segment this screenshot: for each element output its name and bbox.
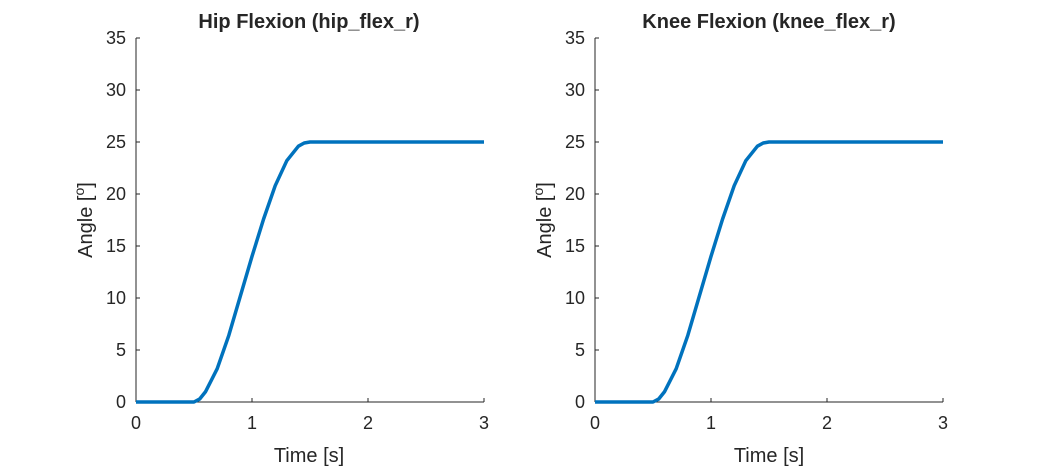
series-line — [595, 140, 943, 404]
y-tick-label: 10 — [565, 288, 585, 308]
x-tick-label: 2 — [363, 413, 373, 433]
y-tick-label: 15 — [106, 236, 126, 256]
y-axis-label-main: Angle [ — [534, 195, 556, 258]
y-tick-label: 30 — [565, 80, 585, 100]
y-tick-label: 30 — [106, 80, 126, 100]
subplot-knee-flexion: Knee Flexion (knee_flex_r) Time [s] Angl… — [530, 11, 948, 467]
x-axis-label: Time [s] — [734, 445, 804, 467]
y-tick-label: 35 — [565, 28, 585, 48]
x-tick-label: 1 — [706, 413, 716, 433]
y-axis-label: Angle [o] — [71, 182, 97, 258]
x-tick-label: 1 — [247, 413, 257, 433]
x-axis-label: Time [s] — [274, 445, 344, 467]
subplot-hip-flexion: Hip Flexion (hip_flex_r) Time [s] Angle … — [71, 11, 489, 467]
series-line — [136, 140, 484, 404]
y-axis-label-close: ] — [534, 182, 556, 188]
x-tick-label: 2 — [822, 413, 832, 433]
y-axis-label-main: Angle [ — [75, 195, 97, 258]
x-tick-label: 0 — [131, 413, 141, 433]
y-tick-label: 0 — [575, 392, 585, 412]
x-tick-label: 3 — [938, 413, 948, 433]
y-axis-label-degree: o — [530, 188, 546, 196]
y-tick-label: 35 — [106, 28, 126, 48]
y-tick-label: 25 — [565, 132, 585, 152]
y-tick-label: 25 — [106, 132, 126, 152]
y-tick-label: 15 — [565, 236, 585, 256]
x-tick-label: 0 — [590, 413, 600, 433]
y-axis-label-close: ] — [75, 182, 97, 188]
x-tick-label: 3 — [479, 413, 489, 433]
y-tick-label: 0 — [116, 392, 126, 412]
y-tick-label: 20 — [106, 184, 126, 204]
y-axis-label: Angle [o] — [530, 182, 556, 258]
y-tick-label: 5 — [575, 340, 585, 360]
y-tick-label: 20 — [565, 184, 585, 204]
y-tick-label: 10 — [106, 288, 126, 308]
chart-title: Knee Flexion (knee_flex_r) — [642, 11, 895, 33]
y-axis-label-degree: o — [71, 188, 87, 196]
chart-title: Hip Flexion (hip_flex_r) — [198, 11, 419, 33]
y-tick-label: 5 — [116, 340, 126, 360]
